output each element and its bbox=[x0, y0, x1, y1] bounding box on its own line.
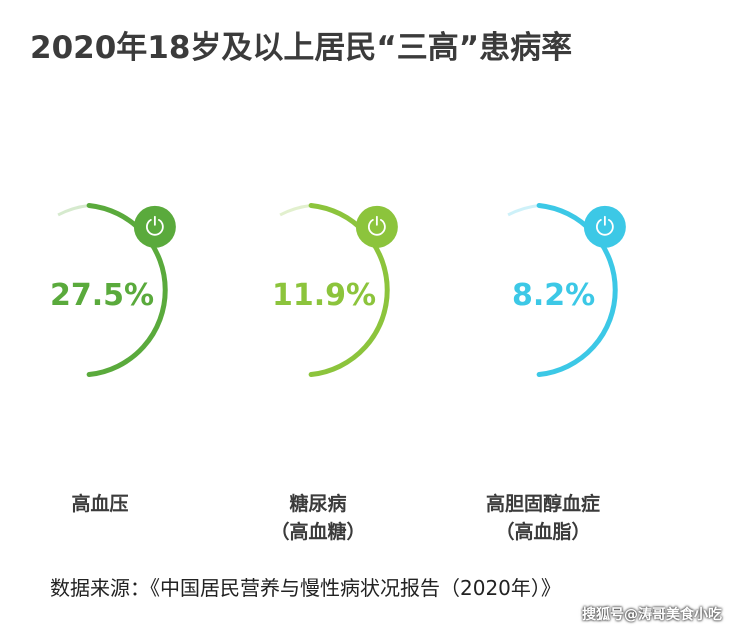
label-diabetes-name: 糖尿病 bbox=[289, 493, 347, 515]
gauge-hypertension: 27.5% bbox=[40, 190, 240, 390]
label-diabetes: 糖尿病 （高血糖） bbox=[218, 490, 418, 546]
gauge-cholesterol: 8.2% bbox=[490, 190, 690, 390]
gauge-hypertension-knob bbox=[133, 205, 176, 248]
gauge-diabetes-arc-fade bbox=[279, 203, 312, 217]
gauge-diabetes-value: 11.9% bbox=[272, 278, 377, 313]
gauge-diabetes: 11.9% bbox=[262, 190, 462, 390]
gauge-diabetes-knob bbox=[355, 205, 398, 248]
label-cholesterol-name: 高胆固醇血症 bbox=[485, 493, 600, 515]
label-cholesterol: 高胆固醇血症 （高血脂） bbox=[443, 490, 643, 546]
gauge-group: 27.5% 11.9% 8.2% bbox=[0, 190, 738, 390]
label-diabetes-subname: （高血糖） bbox=[270, 521, 366, 543]
gauge-diabetes-graphic bbox=[279, 202, 398, 378]
data-source-note: 数据来源：《中国居民营养与慢性病状况报告（2020年）》 bbox=[50, 576, 561, 600]
gauge-hypertension-arc-fade bbox=[57, 203, 90, 217]
gauge-hypertension-arc bbox=[86, 202, 168, 378]
chart-title: 2020年18岁及以上居民“三高”患病率 bbox=[30, 30, 573, 66]
power-icon bbox=[146, 219, 164, 236]
power-icon bbox=[368, 219, 386, 236]
gauge-cholesterol-value: 8.2% bbox=[512, 278, 596, 313]
label-hypertension-name: 高血压 bbox=[71, 493, 129, 515]
gauge-hypertension-value: 27.5% bbox=[50, 278, 155, 313]
gauge-hypertension-graphic bbox=[57, 202, 176, 378]
label-hypertension: 高血压 bbox=[0, 490, 200, 518]
gauge-diabetes-arc bbox=[308, 202, 390, 378]
gauge-cholesterol-graphic bbox=[507, 202, 626, 378]
gauge-cholesterol-knob bbox=[583, 205, 626, 248]
gauge-cholesterol-arc-fade bbox=[507, 203, 540, 217]
watermark-text: 搜狐号@涛哥美食小吃 bbox=[582, 607, 722, 623]
power-icon bbox=[596, 219, 614, 236]
gauge-cholesterol-arc bbox=[536, 202, 618, 378]
label-cholesterol-subname: （高血脂） bbox=[495, 521, 591, 543]
